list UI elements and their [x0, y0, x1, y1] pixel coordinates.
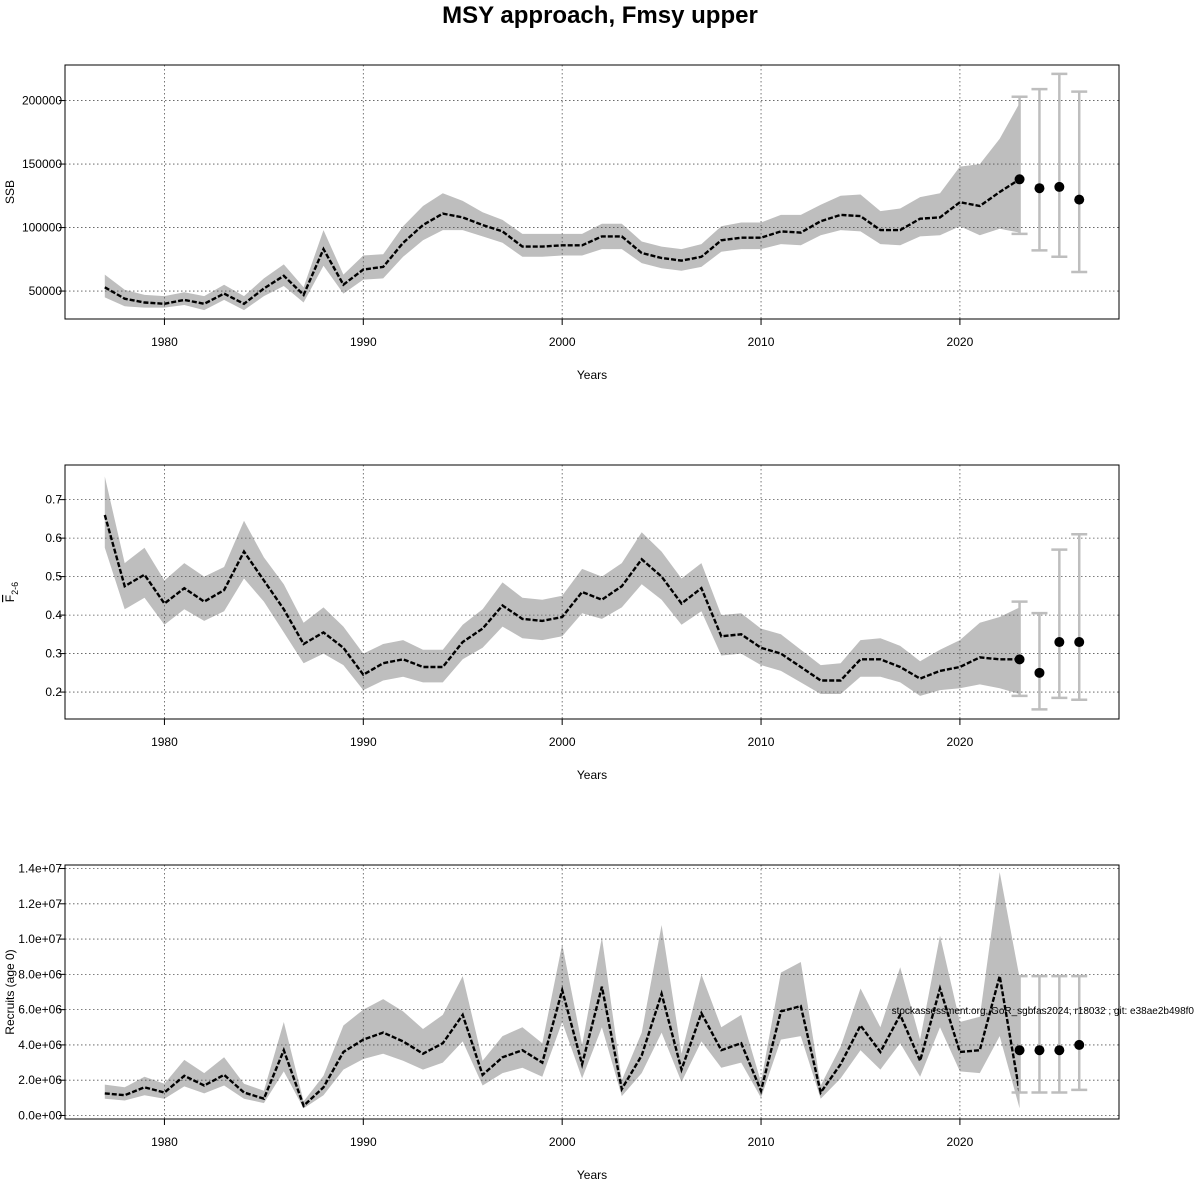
x-tick-label: 2020 — [947, 735, 974, 749]
projection-point — [1034, 1045, 1045, 1056]
x-tick-label: 1980 — [151, 1135, 178, 1149]
y-axis-label: Recruits (age 0) — [3, 949, 17, 1034]
y-tick-label: 0.3 — [45, 647, 62, 661]
x-axis-label: Years — [577, 1168, 607, 1182]
y-tick-label: 0.7 — [45, 493, 62, 507]
y-tick-label: 0.0e+00 — [18, 1108, 62, 1122]
y-tick-label: 0.6 — [45, 531, 62, 545]
x-tick-label: 2010 — [748, 335, 775, 349]
x-tick-label: 2000 — [549, 1135, 576, 1149]
y-axis-label: F2-6 — [3, 582, 20, 602]
y-axis-label: SSB — [3, 180, 17, 204]
x-tick-label: 2020 — [947, 1135, 974, 1149]
projection-point — [1074, 1039, 1085, 1050]
x-tick-label: 1980 — [151, 735, 178, 749]
projection-point — [1074, 194, 1085, 205]
x-tick-label: 2000 — [549, 735, 576, 749]
y-tick-label: 0.2 — [45, 685, 62, 699]
y-tick-label: 50000 — [29, 284, 63, 298]
y-tick-label: 0.4 — [45, 608, 62, 622]
y-tick-label: 0.5 — [45, 570, 62, 584]
estimate-line — [103, 514, 1020, 682]
projection-point — [1014, 654, 1025, 665]
y-tick-label: 150000 — [22, 157, 62, 171]
y-tick-label: 100000 — [22, 221, 62, 235]
projection-point — [1074, 637, 1085, 648]
y-tick-label: 8.0e+06 — [18, 967, 62, 981]
panel-3: 1980 1990 2000 2010 2020 0.0e+00 2.0e+06 4.0e+0… — [3, 862, 1120, 1182]
x-tick-label: 1990 — [350, 335, 377, 349]
x-tick-label: 1990 — [350, 1135, 377, 1149]
y-tick-label: 6.0e+06 — [18, 1003, 62, 1017]
projection-point — [1034, 183, 1045, 194]
x-tick-label: 1990 — [350, 735, 377, 749]
x-axis-label: Years — [577, 768, 607, 782]
x-axis-label: Years — [577, 368, 607, 382]
projection-point — [1054, 637, 1065, 648]
projection-point — [1034, 667, 1045, 678]
estimate-line — [104, 178, 1021, 306]
panel-1: 1980 1990 2000 2010 2020 50000 100000 150000 200… — [3, 64, 1120, 382]
y-tick-label: 2.0e+06 — [18, 1073, 62, 1087]
y-axis-label-main: Recruits (age 0) — [3, 949, 17, 1034]
y-axis-label-main: SSB — [3, 180, 17, 204]
y-axis-label-subscript: 2-6 — [10, 582, 20, 595]
y-axis-label-main: F — [3, 595, 17, 602]
x-tick-label: 2010 — [748, 735, 775, 749]
x-tick-label: 2020 — [947, 335, 974, 349]
footnote-text: stockassessment.org, GoR_sgbfas2024, r18… — [892, 1006, 1195, 1017]
x-tick-label: 2010 — [748, 1135, 775, 1149]
x-tick-label: 1980 — [151, 335, 178, 349]
y-tick-label: 1.4e+07 — [18, 862, 62, 876]
projection-point — [1054, 1045, 1065, 1056]
plot-frame — [64, 464, 1120, 720]
projection-point — [1014, 174, 1025, 185]
projection-point — [1014, 1045, 1025, 1056]
x-tick-label: 2000 — [549, 335, 576, 349]
projection-point — [1054, 181, 1065, 192]
main-title: MSY approach, Fmsy upper — [442, 2, 758, 29]
y-tick-label: 4.0e+06 — [18, 1038, 62, 1052]
estimate-line — [104, 975, 1021, 1108]
panel-2: 1980 1990 2000 2010 2020 0.2 0.3 0.4 0.5 0.6 0.7 Ye… — [3, 464, 1120, 782]
plot-frame — [64, 64, 1120, 320]
plot-frame — [64, 864, 1120, 1120]
y-tick-label: 1.2e+07 — [18, 897, 62, 911]
confidence-band — [104, 103, 1020, 311]
y-tick-label: 1.0e+07 — [18, 932, 62, 946]
y-tick-label: 200000 — [22, 94, 62, 108]
